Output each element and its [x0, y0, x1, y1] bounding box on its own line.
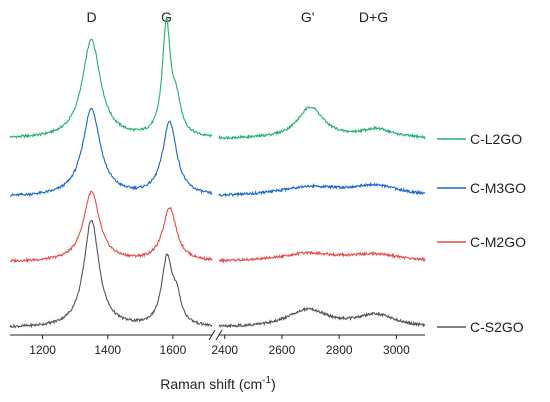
- x-tick-label-1600: 1600: [160, 343, 187, 357]
- peak-label-g-prime: G': [301, 9, 315, 25]
- x-tick-label-3000: 3000: [383, 343, 410, 357]
- x-tick-label-1200: 1200: [29, 343, 56, 357]
- x-axis: [10, 329, 425, 341]
- legend-label-c-s2go: C-S2GO: [470, 319, 524, 335]
- series-line-c-m2go-high: [218, 250, 426, 264]
- spectra-series: [9, 15, 426, 329]
- x-tick-labels: 1200 1400 1600 2400 2600 2800 3000: [29, 343, 410, 357]
- x-axis-title-suffix: ): [271, 376, 276, 392]
- axis-break-mark-left: [208, 329, 216, 341]
- peak-labels: D G G' D+G: [86, 9, 388, 25]
- series-line-c-m2go-low: [9, 190, 213, 264]
- x-axis-title-main: Raman shift (cm: [160, 376, 262, 392]
- peak-label-d: D: [86, 9, 96, 25]
- legend-label-c-m3go: C-M3GO: [470, 180, 526, 196]
- legend-label-c-l2go: C-L2GO: [470, 131, 522, 147]
- legend-label-c-m2go: C-M2GO: [470, 234, 526, 250]
- series-line-c-l2go-low: [9, 15, 213, 140]
- x-tick-label-2600: 2600: [269, 343, 296, 357]
- x-tick-label-2800: 2800: [326, 343, 353, 357]
- series-line-c-m3go-low: [9, 107, 213, 197]
- series-line-c-m3go-high: [218, 181, 426, 198]
- x-axis-title: Raman shift (cm-1): [160, 375, 276, 392]
- legend: C-L2GO C-M3GO C-M2GO C-S2GO: [437, 131, 526, 335]
- x-axis-title-superscript: -1: [262, 375, 271, 386]
- x-tick-label-1400: 1400: [94, 343, 121, 357]
- peak-label-d-plus-g: D+G: [359, 9, 388, 25]
- series-line-c-s2go-low: [9, 220, 213, 329]
- x-tick-label-2400: 2400: [211, 343, 238, 357]
- series-line-c-l2go-high: [218, 106, 426, 141]
- axis-break-mark-right: [215, 329, 223, 341]
- series-line-c-s2go-high: [218, 306, 426, 329]
